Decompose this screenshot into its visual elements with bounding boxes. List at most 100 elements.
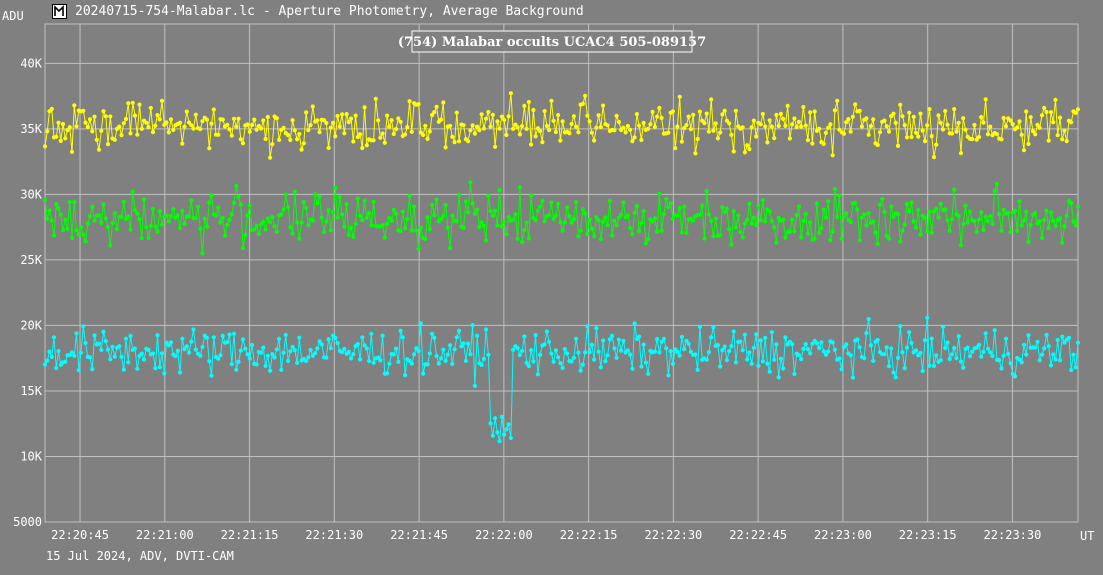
data-point [425,362,430,367]
x-tick-label: 22:21:15 [221,528,279,542]
data-point [346,232,351,238]
data-point [918,111,923,116]
data-point [304,358,309,364]
data-point [335,215,340,220]
data-point [1001,115,1006,121]
data-point [403,132,408,137]
data-point [218,220,223,225]
data-point [765,140,770,145]
data-point [934,353,939,358]
data-point [637,123,642,128]
data-point [207,200,212,205]
data-point [745,143,750,148]
data-point [510,347,516,352]
data-point [628,225,633,231]
data-point [324,120,329,126]
data-point [871,358,876,363]
data-point [646,237,651,242]
data-point [569,121,574,127]
data-point [292,128,297,133]
data-point [589,342,595,347]
data-point [596,349,601,354]
data-point [49,106,54,112]
data-point [493,416,498,421]
data-point [245,352,250,357]
data-point [166,343,171,348]
data-point [628,352,633,357]
data-point [560,119,565,124]
data-point [177,226,183,231]
data-point [270,352,275,357]
data-point [461,123,466,128]
data-point [99,220,104,225]
data-point [938,358,943,363]
data-point [1035,122,1040,127]
data-point [317,130,322,135]
data-point [776,375,781,380]
data-point [758,338,763,343]
data-point [358,132,363,137]
data-point [544,329,550,334]
data-point [799,235,804,240]
data-point [877,130,883,135]
data-point [56,206,61,211]
data-point [441,347,446,352]
data-point [335,341,340,346]
data-point [675,124,680,129]
data-point [895,355,901,360]
data-point [193,347,198,352]
data-point [902,123,907,128]
data-point [580,101,586,106]
data-point [306,355,311,360]
data-point [135,132,140,137]
data-point [135,211,140,216]
data-point [184,344,189,349]
data-point [533,134,538,139]
data-point [490,213,495,218]
data-point [920,368,925,374]
data-point [749,125,754,130]
data-point [682,126,687,131]
data-point [259,126,264,131]
data-point [265,353,270,358]
window-title: 20240715-754-Malabar.lc - Aperture Photo… [75,4,584,19]
data-point [709,97,714,102]
data-point [742,221,748,226]
data-point [1024,209,1029,214]
data-point [416,246,421,251]
data-point [704,189,709,194]
data-point [425,215,430,220]
data-point [373,96,378,101]
data-point [457,192,462,197]
data-point [985,132,991,137]
data-point [513,212,518,217]
data-point [682,204,687,209]
data-point [139,351,144,356]
data-point [970,137,975,142]
data-point [884,124,889,129]
data-point [999,366,1004,371]
data-point [398,328,403,333]
data-point [1033,132,1038,137]
data-point [848,219,853,225]
app-logo-icon [52,4,67,19]
data-point [132,113,138,118]
data-point [358,357,363,362]
data-point [967,209,973,214]
data-point [295,137,300,142]
data-point [157,365,162,370]
data-point [346,120,351,125]
data-point [612,218,617,223]
data-point [380,333,385,338]
data-point [560,365,565,371]
data-point [101,329,106,334]
data-point [144,225,149,230]
data-point [277,336,282,341]
data-point [666,373,671,378]
data-point [542,109,547,114]
data-point [454,335,459,340]
data-point [697,109,703,114]
data-point [751,118,757,123]
data-point [508,435,513,441]
data-point [1064,139,1069,144]
